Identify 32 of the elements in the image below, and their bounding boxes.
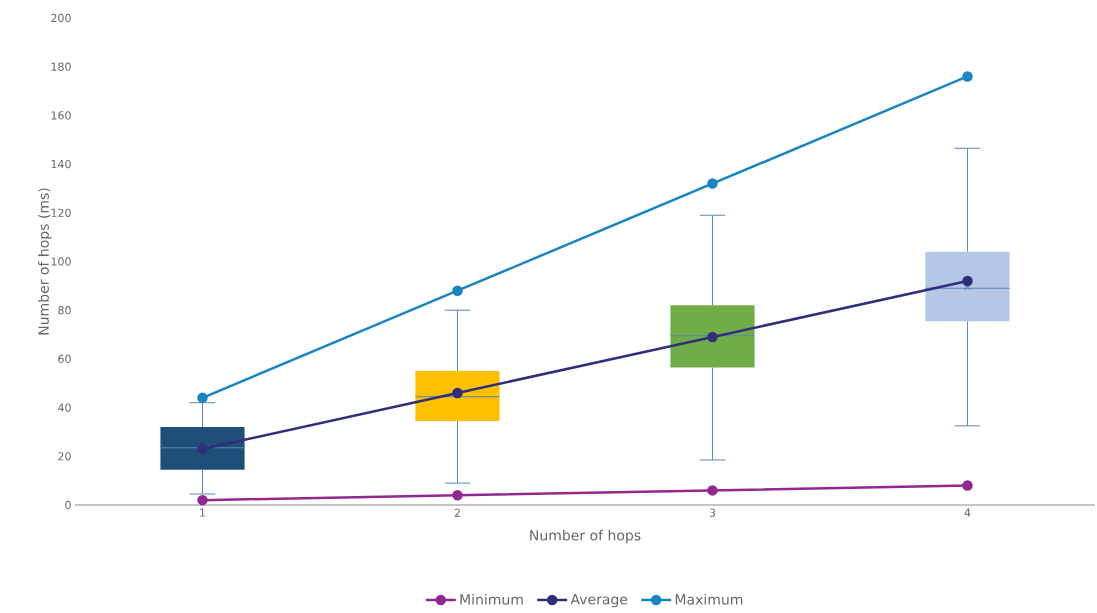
y-tick-label: 20: [58, 452, 71, 461]
point: [452, 387, 463, 399]
point: [962, 71, 973, 82]
y-tick-label: 120: [51, 208, 71, 217]
point: [452, 490, 463, 501]
x-tick-label: 3: [709, 508, 716, 517]
x-tick-label: 4: [964, 508, 971, 517]
legend-label: Minimum: [460, 593, 523, 605]
y-tick-label: 40: [58, 403, 71, 412]
point: [707, 485, 718, 496]
point: [197, 392, 208, 404]
point: [707, 331, 718, 343]
x-axis-title: Number of hops: [530, 529, 641, 544]
point: [707, 178, 718, 189]
x-tick-label: 2: [454, 508, 460, 517]
point: [197, 443, 208, 455]
point: [962, 480, 973, 491]
y-tick-label: 60: [58, 354, 71, 364]
y-axis-title: Number of hops (ms): [38, 188, 52, 335]
y-tick-label: 180: [51, 62, 71, 71]
legend-label: Average: [570, 594, 628, 608]
x-tick-label: 1: [200, 508, 205, 517]
point: [197, 494, 208, 506]
legend-label: Maximum: [675, 593, 743, 605]
y-tick-label: 200: [51, 13, 71, 23]
y-tick-label: 100: [51, 257, 71, 266]
y-tick-label: 160: [51, 111, 71, 120]
point: [962, 275, 973, 287]
point: [452, 285, 463, 296]
y-tick-label: 80: [58, 306, 71, 315]
y-tick-label: 140: [51, 159, 71, 169]
y-tick-label: 0: [65, 500, 71, 510]
